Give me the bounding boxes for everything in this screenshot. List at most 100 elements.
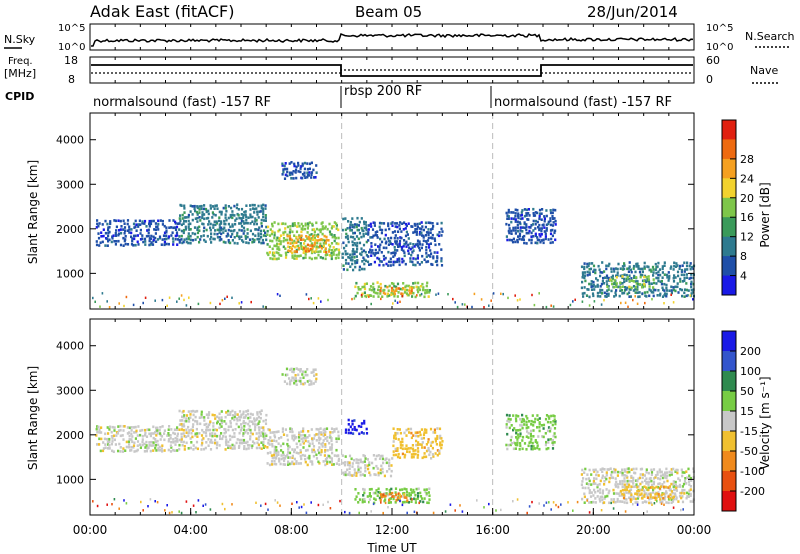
nsearch-label: N.Search — [745, 30, 795, 43]
echo-region — [606, 275, 656, 290]
cpid-segment-3: normalsound (fast) -157 RF — [494, 95, 672, 110]
colorbar-tick-label: -15 — [740, 425, 758, 438]
colorbar-swatch — [722, 351, 736, 372]
echo-region — [505, 207, 557, 245]
date-label: 28/Jun/2014 — [587, 3, 678, 21]
colorbar-swatch — [722, 256, 736, 276]
colorbar-tick-label: 20 — [740, 192, 754, 205]
velocity-colorbar: 200 100 50 15 -15 -50 -100 -200 — [721, 330, 765, 512]
nsearch-tick-low: 10^0 — [706, 42, 733, 53]
echo-region — [95, 424, 179, 453]
cpid-segment-2: rbsp 200 RF — [344, 84, 422, 99]
colorbar-tick-label: 15 — [740, 405, 754, 418]
echo-region — [281, 161, 318, 180]
colorbar-tick-label: -50 — [740, 445, 758, 458]
y-tick-label: 1000 — [56, 267, 84, 280]
time-axis-label: Time UT — [366, 541, 417, 554]
echo-region — [344, 418, 369, 436]
colorbar-tick-label: -100 — [740, 465, 765, 478]
power-panel: 1000 2000 3000 4000 Slant Range [km] — [26, 112, 696, 310]
echo-region — [379, 285, 414, 296]
colorbar-swatch — [722, 471, 736, 492]
freq-tick-low: 8 — [68, 73, 75, 86]
colorbar-tick-label: 12 — [740, 231, 754, 244]
colorbar-frame — [721, 119, 737, 296]
freq-label: Freq. — [8, 56, 33, 67]
colorbar-swatch — [722, 178, 736, 199]
y-tick-label: 3000 — [56, 178, 84, 191]
nsearch-tick-high: 10^5 — [706, 23, 733, 34]
colorbar-swatch — [722, 236, 736, 257]
nsky-trace — [91, 33, 694, 47]
echo-region — [286, 234, 331, 254]
power-plot-frame — [89, 112, 695, 310]
freq-unit: [MHz] — [4, 67, 36, 80]
echo-region — [178, 409, 268, 451]
freq-tick-high: 18 — [64, 54, 78, 67]
colorbar-swatch — [722, 411, 736, 432]
beam-label: Beam 05 — [355, 3, 422, 21]
power-y-ticks: 1000 2000 3000 4000 — [56, 134, 694, 280]
velocity-x-ticks: 00:00 04:00 08:00 12:00 16:00 20:00 00:00 — [73, 24, 711, 537]
freq-trace — [91, 64, 693, 77]
y-tick-label: 2000 — [56, 429, 84, 442]
echo-region — [505, 413, 557, 451]
colorbar-tick-label: 200 — [740, 345, 761, 358]
velocity-colorbar-label: Velocity [m s⁻¹] — [758, 376, 772, 469]
x-tick-label: 00:00 — [73, 523, 108, 537]
y-tick-label: 4000 — [56, 134, 84, 147]
echo-region — [354, 281, 431, 299]
nsky-tick-low: 10^0 — [58, 42, 85, 53]
echo-region — [392, 427, 444, 460]
echo-region — [366, 221, 444, 267]
colorbar-tick-label: 16 — [740, 211, 754, 224]
echo-region — [580, 467, 695, 505]
colorbar-tick-label: 8 — [740, 250, 747, 263]
ground-scatter-speckle — [92, 292, 694, 309]
power-colorbar: 4 8 12 16 20 24 28 — [721, 119, 754, 296]
colorbar-tick-label: 4 — [740, 270, 747, 283]
nave-trace — [91, 69, 693, 74]
x-tick-label: 16:00 — [475, 523, 510, 537]
colorbar-swatch — [722, 275, 736, 296]
nave-label: Nave — [750, 64, 778, 77]
power-data-layer — [92, 113, 696, 309]
echo-region — [281, 367, 318, 386]
colorbar-swatch — [722, 391, 736, 412]
colorbar-swatch — [722, 491, 736, 512]
y-tick-label: 2000 — [56, 223, 84, 236]
x-tick-label: 12:00 — [375, 523, 410, 537]
colorbar-frame — [721, 330, 737, 512]
figure-title: Adak East (fitACF) — [90, 2, 234, 21]
y-tick-label: 4000 — [56, 340, 84, 353]
echo-region — [341, 454, 394, 478]
echo-region — [379, 491, 409, 502]
colorbar-swatch — [722, 139, 736, 160]
velocity-panel: 1000 2000 3000 4000 00:00 04:00 08:00 12:00 16:… — [26, 24, 711, 554]
echo-region — [580, 261, 696, 299]
velocity-data-layer — [92, 319, 695, 515]
colorbar-tick-label: -200 — [740, 485, 765, 498]
cpid-label: CPID — [5, 90, 34, 103]
power-ylabel: Slant Range [km] — [26, 160, 40, 264]
nsky-label: N.Sky — [4, 33, 36, 46]
nsky-panel — [89, 23, 695, 51]
cpid-segment-1: normalsound (fast) -157 RF — [93, 95, 271, 110]
nave-tick-high: 60 — [706, 54, 720, 67]
echo-region — [266, 427, 341, 467]
velocity-y-ticks: 1000 2000 3000 4000 — [56, 340, 694, 486]
colorbar-swatch — [722, 217, 736, 238]
echo-region — [178, 203, 268, 245]
colorbar-tick-label: 100 — [740, 365, 761, 378]
colorbar-tick-label: 50 — [740, 385, 754, 398]
colorbar-swatch — [722, 451, 736, 472]
x-tick-label: 08:00 — [274, 523, 309, 537]
y-tick-label: 3000 — [56, 384, 84, 397]
y-tick-label: 1000 — [56, 473, 84, 486]
nsky-tick-high: 10^5 — [58, 23, 85, 34]
colorbar-swatch — [722, 120, 736, 140]
colorbar-swatch — [722, 197, 736, 218]
colorbar-swatch — [722, 371, 736, 392]
echo-region — [619, 485, 683, 500]
